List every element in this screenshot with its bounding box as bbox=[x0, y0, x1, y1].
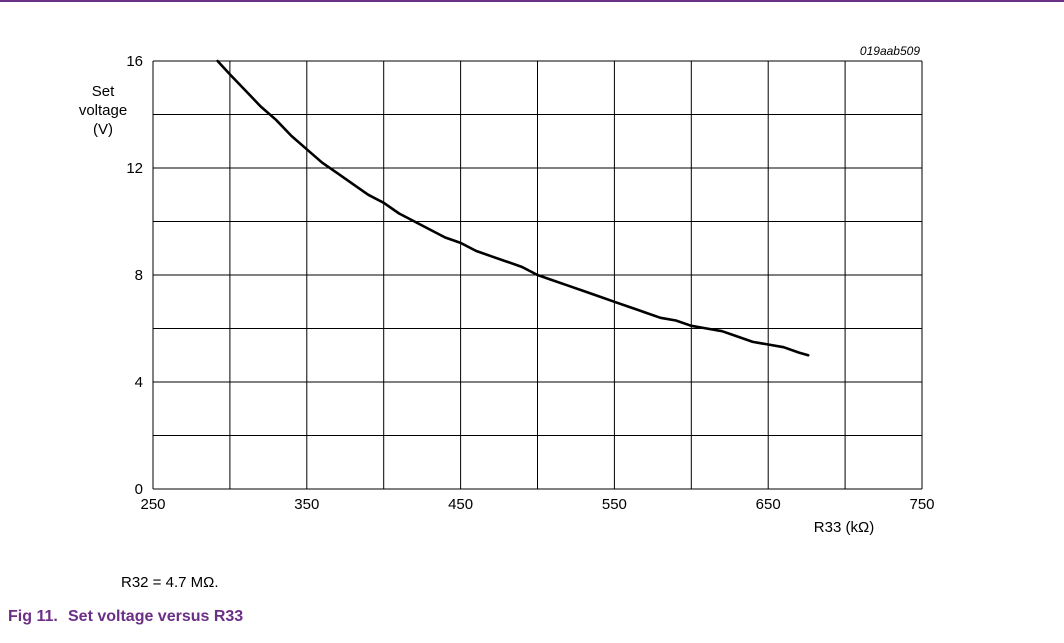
x-tick-label: 450 bbox=[448, 496, 473, 513]
top-border bbox=[0, 0, 1064, 2]
y-axis-label: Set voltage (V) bbox=[79, 83, 127, 138]
figure-caption: Fig 11. Set voltage versus R33 bbox=[8, 608, 243, 626]
y-tick-label: 4 bbox=[135, 374, 143, 391]
x-tick-label: 250 bbox=[140, 496, 165, 513]
y-tick-label: 16 bbox=[126, 53, 143, 70]
figure-number: Fig 11. bbox=[8, 608, 58, 625]
chart-grid bbox=[152, 60, 923, 490]
x-axis-label: R33 (kΩ) bbox=[814, 519, 874, 536]
x-tick-label: 350 bbox=[294, 496, 319, 513]
figure-title: Set voltage versus R33 bbox=[68, 608, 244, 625]
y-tick-label: 12 bbox=[126, 160, 143, 177]
x-tick-label: 550 bbox=[602, 496, 627, 513]
x-tick-label: 650 bbox=[756, 496, 781, 513]
y-axis-label-line: (V) bbox=[93, 121, 113, 138]
chart-tick-labels: 250 350 450 550 650 750 0 4 8 12 16 bbox=[126, 53, 934, 513]
x-tick-label: 750 bbox=[909, 496, 934, 513]
voltage-curve bbox=[216, 59, 810, 357]
figure-id: 019aab509 bbox=[860, 44, 920, 58]
y-axis-label-line: Set bbox=[92, 83, 115, 100]
chart-series bbox=[216, 59, 810, 357]
y-tick-label: 0 bbox=[135, 481, 143, 498]
y-tick-label: 8 bbox=[135, 267, 143, 284]
y-axis-label-line: voltage bbox=[79, 102, 127, 119]
resistor-note: R32 = 4.7 MΩ. bbox=[121, 574, 219, 591]
